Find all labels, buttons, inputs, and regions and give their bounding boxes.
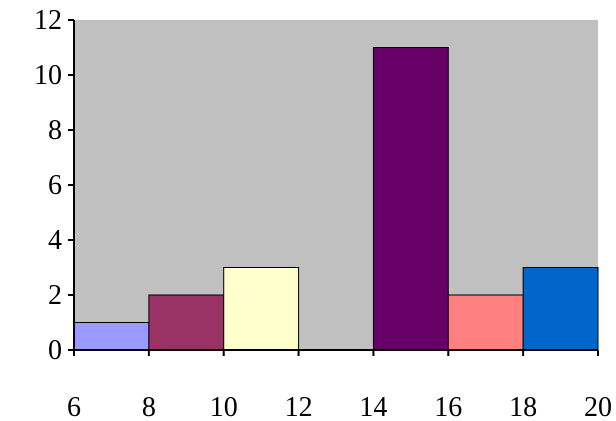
bars-group: [73, 47, 599, 351]
y-tick-label-0: 0: [48, 335, 62, 366]
x-tick-label-3: 12: [285, 392, 313, 421]
y-tick-label-6: 12: [34, 5, 62, 36]
y-ticks-group: 0 2 4 6 8 10 12: [34, 5, 74, 366]
bar-2: [223, 267, 300, 351]
y-tick-label-5: 10: [34, 60, 62, 91]
x-tick-label-6: 18: [509, 392, 537, 421]
y-tick-label-3: 6: [48, 170, 62, 201]
x-tick-label-1: 8: [142, 392, 156, 421]
x-tick-label-2: 10: [210, 392, 238, 421]
y-tick-label-1: 2: [48, 280, 62, 311]
x-ticks-group: 6 8 10 12 14 16 18 20: [67, 350, 612, 421]
bar-5: [447, 294, 524, 351]
x-tick-label-0: 6: [67, 392, 81, 421]
x-tick-label-7: 20: [584, 392, 612, 421]
bar-6: [522, 267, 599, 351]
bar-1: [148, 294, 225, 351]
bar-4: [372, 47, 449, 351]
x-tick-label-5: 16: [434, 392, 462, 421]
x-tick-label-4: 14: [359, 392, 387, 421]
bar-0: [73, 322, 150, 351]
y-tick-label-2: 4: [48, 225, 62, 256]
y-tick-label-4: 8: [48, 115, 62, 146]
